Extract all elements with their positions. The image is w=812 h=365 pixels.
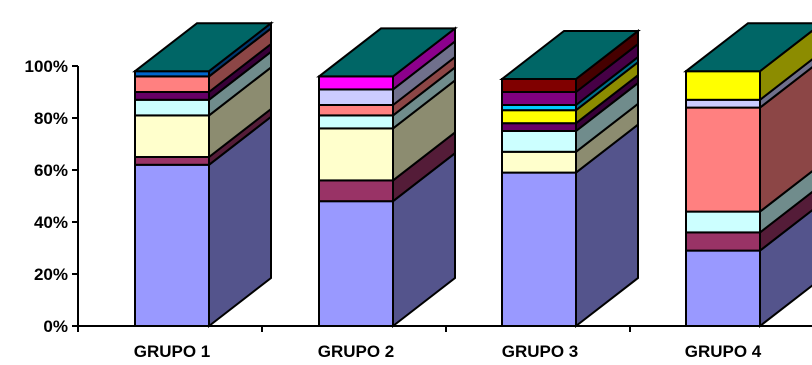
bar-segment	[501, 150, 577, 174]
bar-segment	[501, 130, 577, 153]
bar-segment	[685, 106, 761, 213]
bar-segment	[318, 104, 394, 117]
bar-segment	[318, 179, 394, 203]
bar-segment	[685, 70, 761, 101]
bar-segment	[501, 109, 577, 125]
bar-stack-2	[316, 26, 458, 329]
bar-segment	[318, 88, 394, 107]
y-tick-label: 0%	[43, 317, 68, 336]
bar-segment	[134, 114, 210, 158]
bar-segment	[685, 249, 761, 328]
bar-segment	[318, 75, 394, 91]
bar-segment	[134, 98, 210, 117]
x-category-label: GRUPO 4	[685, 342, 762, 361]
bar-segment	[501, 91, 577, 106]
bar-stack-4	[683, 22, 812, 329]
bar-stack-1	[132, 21, 274, 329]
bar-segment	[318, 114, 394, 130]
bar-top-face	[683, 22, 812, 73]
x-category-label: GRUPO 2	[318, 342, 395, 361]
bar-segment	[501, 171, 577, 327]
bar-segment	[685, 210, 761, 234]
bar-segment	[134, 163, 210, 327]
bar-stack-3	[499, 28, 641, 329]
bar-segment	[318, 127, 394, 182]
bar-top-face	[499, 30, 641, 80]
bar-segment	[501, 78, 577, 93]
y-tick-label: 60%	[34, 161, 68, 180]
x-category-label: GRUPO 3	[502, 342, 579, 361]
bar-segment	[318, 200, 394, 327]
bar-segment	[134, 75, 210, 94]
bar-segment	[134, 91, 210, 101]
bar-top-face	[316, 27, 458, 78]
bars-layer	[132, 21, 812, 329]
y-tick-label: 100%	[25, 57, 68, 76]
x-category-label: GRUPO 1	[134, 342, 211, 361]
bar-segment	[134, 156, 210, 166]
bar-top-face	[132, 22, 274, 73]
y-tick-label: 40%	[34, 213, 68, 232]
bar-segment	[685, 231, 761, 252]
y-tick-label: 20%	[34, 265, 68, 284]
bar-segment	[501, 122, 577, 132]
bar-segment	[685, 98, 761, 109]
labels-layer: GRUPO 1 GRUPO 2 GRUPO 3 GRUPO 4	[134, 342, 762, 361]
y-tick-label: 80%	[34, 109, 68, 128]
